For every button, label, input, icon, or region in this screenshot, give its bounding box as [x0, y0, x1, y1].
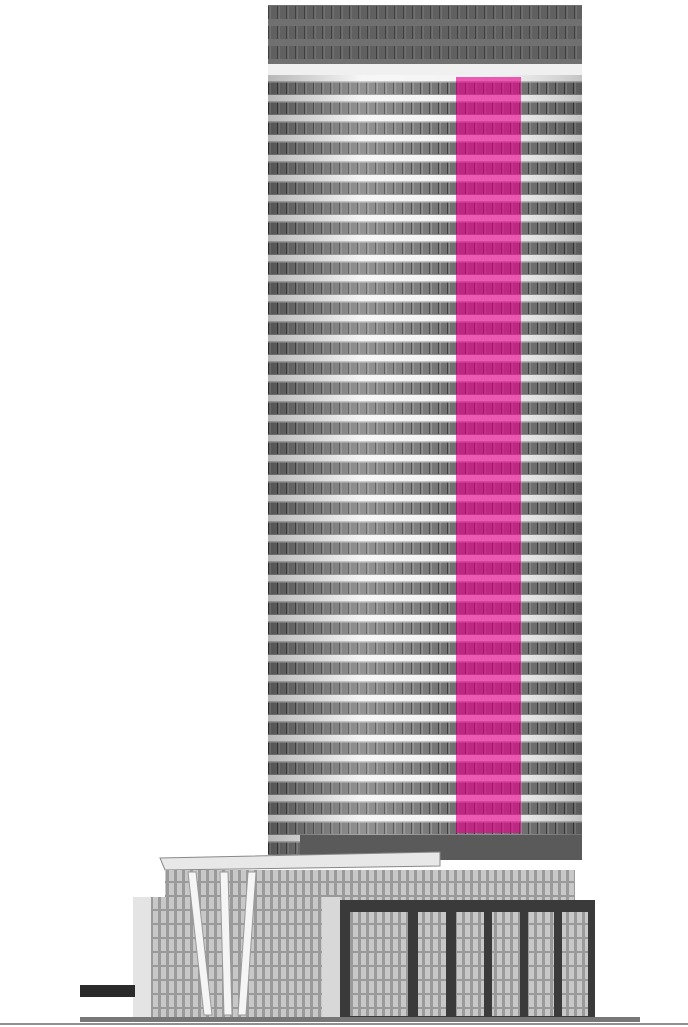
podium-upper: [165, 870, 575, 900]
podium-bay: [562, 912, 588, 1016]
podium-bay: [418, 912, 446, 1016]
podium-left: [133, 897, 340, 1017]
ground: [80, 1017, 640, 1022]
column: [187, 871, 213, 1016]
podium-bay: [492, 912, 520, 1016]
podium-bay: [528, 912, 554, 1016]
podium-bay: [350, 912, 408, 1016]
crown-screen: [268, 5, 582, 67]
crown-slab: [268, 64, 582, 75]
tower-shading: [268, 75, 582, 855]
podium-corner: [133, 897, 151, 1017]
column: [219, 871, 233, 1016]
ground-block: [80, 985, 135, 997]
podium-pier: [322, 897, 340, 1017]
column: [237, 871, 257, 1016]
podium-bay: [456, 912, 484, 1016]
highlight-floors: [456, 77, 521, 833]
canopy: [159, 851, 441, 871]
